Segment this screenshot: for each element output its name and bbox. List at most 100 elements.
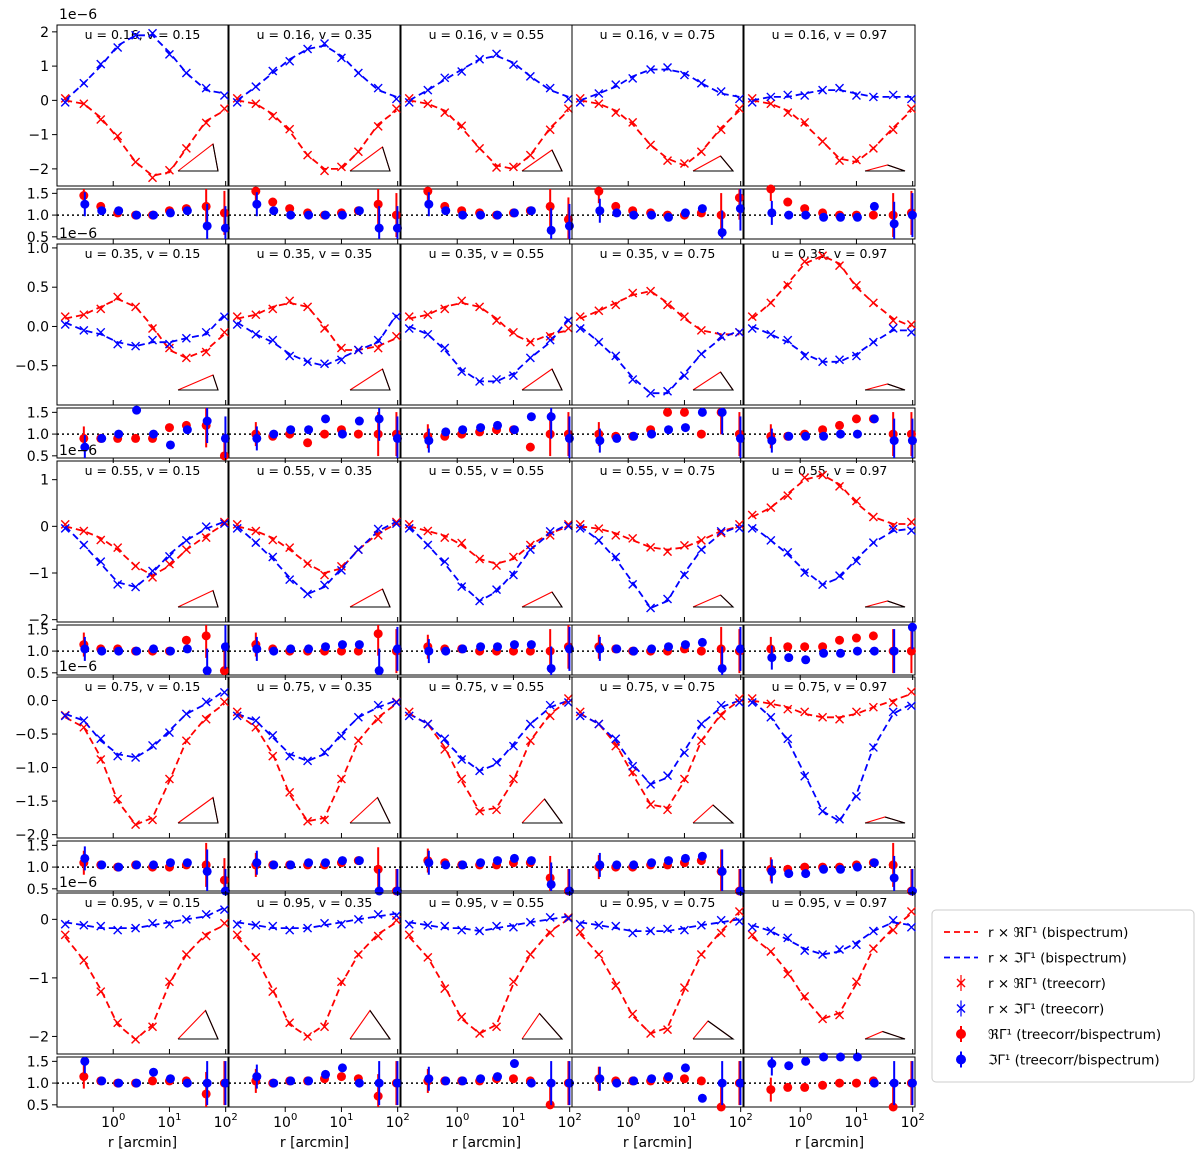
real-treecorr-marker (131, 302, 141, 312)
imag-ratio-point (493, 642, 503, 652)
imag-treecorr-marker (164, 919, 174, 929)
imag-treecorr-marker (285, 925, 295, 935)
imag-ratio-point (354, 416, 364, 426)
imag-treecorr-marker (353, 712, 363, 722)
imag-treecorr-marker (219, 312, 229, 322)
imag-treecorr-marker (716, 526, 726, 536)
imag-treecorr-marker (611, 80, 621, 90)
real-treecorr-marker (575, 707, 585, 717)
main-panel-frame (228, 243, 401, 406)
imag-ratio-point (286, 425, 296, 435)
imag-ratio-point (629, 646, 639, 656)
real-treecorr-marker (716, 528, 726, 538)
imag-ratio-point (784, 653, 794, 663)
real-treecorr-marker (492, 1022, 502, 1032)
real-treecorr-marker (232, 312, 242, 322)
imag-ratio-point (114, 646, 124, 656)
real-treecorr-marker (646, 542, 656, 552)
imag-ratio-point (80, 199, 90, 209)
imag-treecorr-marker (268, 335, 278, 345)
real-treecorr-marker (475, 554, 485, 564)
panel-title: u = 0.55, v = 0.97 (772, 463, 888, 478)
imag-treecorr-marker (60, 919, 70, 929)
imag-treecorr-marker (800, 946, 810, 956)
panel-1-4: u = 0.16, v = 0.75 (571, 24, 745, 244)
real-treecorr-marker (96, 304, 106, 314)
real-ratio-point (545, 201, 555, 211)
y-tick-label: 0.0 (27, 319, 49, 335)
real-treecorr-marker (251, 99, 261, 109)
real-treecorr-marker (663, 805, 673, 815)
panel-title: u = 0.55, v = 0.35 (257, 463, 373, 478)
imag-treecorr-marker (747, 922, 757, 932)
real-treecorr-marker (475, 302, 485, 312)
imag-treecorr-marker (663, 924, 673, 934)
real-treecorr-marker (835, 156, 845, 166)
imag-ratio-point (546, 225, 556, 235)
real-treecorr-marker (679, 312, 689, 322)
real-treecorr-marker (60, 519, 70, 529)
y-tick-label: −1 (28, 128, 49, 144)
imag-ratio-point (869, 1078, 879, 1088)
real-treecorr-marker (251, 526, 261, 536)
imag-ratio-point (819, 212, 829, 222)
imag-ratio-point (392, 1078, 402, 1088)
real-treecorr-marker (766, 503, 776, 513)
imag-treecorr-marker (131, 923, 141, 933)
imag-bispectrum-curve (237, 912, 397, 929)
panel-3-3: u = 0.55, v = 0.55 (400, 460, 574, 680)
imag-treecorr-marker (320, 918, 330, 928)
real-treecorr-marker (148, 572, 158, 582)
imag-ratio-point (374, 666, 384, 676)
imag-ratio-point (717, 866, 727, 876)
real-treecorr-marker (201, 714, 211, 724)
x-tick-label: 101 (157, 1112, 181, 1131)
imag-ratio-point (149, 860, 159, 870)
real-treecorr-marker (575, 519, 585, 529)
real-treecorr-marker (440, 304, 450, 314)
imag-treecorr-marker (79, 325, 89, 335)
triangle-red-side (177, 796, 219, 824)
imag-bispectrum-curve (408, 54, 569, 102)
real-bispectrum-curve (409, 99, 570, 170)
real-treecorr-marker (219, 104, 229, 114)
imag-treecorr-marker (336, 355, 346, 365)
imag-bispectrum-curve (752, 89, 912, 102)
imag-treecorr-marker (79, 540, 89, 550)
triangle-black-sides (522, 149, 563, 172)
imag-ratio-point (286, 860, 296, 870)
imag-ratio-point (424, 199, 434, 209)
real-treecorr-marker (320, 815, 330, 825)
real-treecorr-marker (868, 298, 878, 308)
imag-ratio-point (889, 436, 899, 446)
imag-treecorr-marker (96, 327, 106, 337)
imag-ratio-point (149, 1067, 159, 1077)
imag-treecorr-marker (181, 709, 191, 719)
real-treecorr-marker (679, 158, 689, 168)
real-bispectrum-curve (236, 921, 397, 1038)
triangle-black-sides (522, 591, 564, 608)
imag-treecorr-marker (251, 920, 261, 930)
imag-bispectrum-curve (64, 314, 226, 348)
imag-treecorr-marker (219, 519, 229, 529)
imag-treecorr-marker (251, 82, 261, 92)
imag-treecorr-marker (575, 523, 585, 533)
imag-ratio-point (493, 1072, 503, 1082)
imag-treecorr-marker (423, 920, 433, 930)
imag-treecorr-marker (404, 97, 414, 107)
panel-4-1: u = 0.75, v = 0.15 (56, 676, 230, 896)
imag-ratio-point (697, 851, 707, 861)
imag-ratio-point (182, 425, 192, 435)
real-treecorr-marker (336, 774, 346, 784)
real-treecorr-marker (373, 931, 383, 941)
real-ratio-point (783, 197, 793, 207)
imag-ratio-point (165, 646, 175, 656)
real-treecorr-marker (783, 491, 793, 501)
real-treecorr-marker (611, 981, 621, 991)
imag-treecorr-marker (646, 388, 656, 398)
ratio-y-tick-label: 0.5 (27, 449, 49, 465)
imag-ratio-point (132, 1078, 142, 1088)
real-treecorr-marker (663, 156, 673, 166)
